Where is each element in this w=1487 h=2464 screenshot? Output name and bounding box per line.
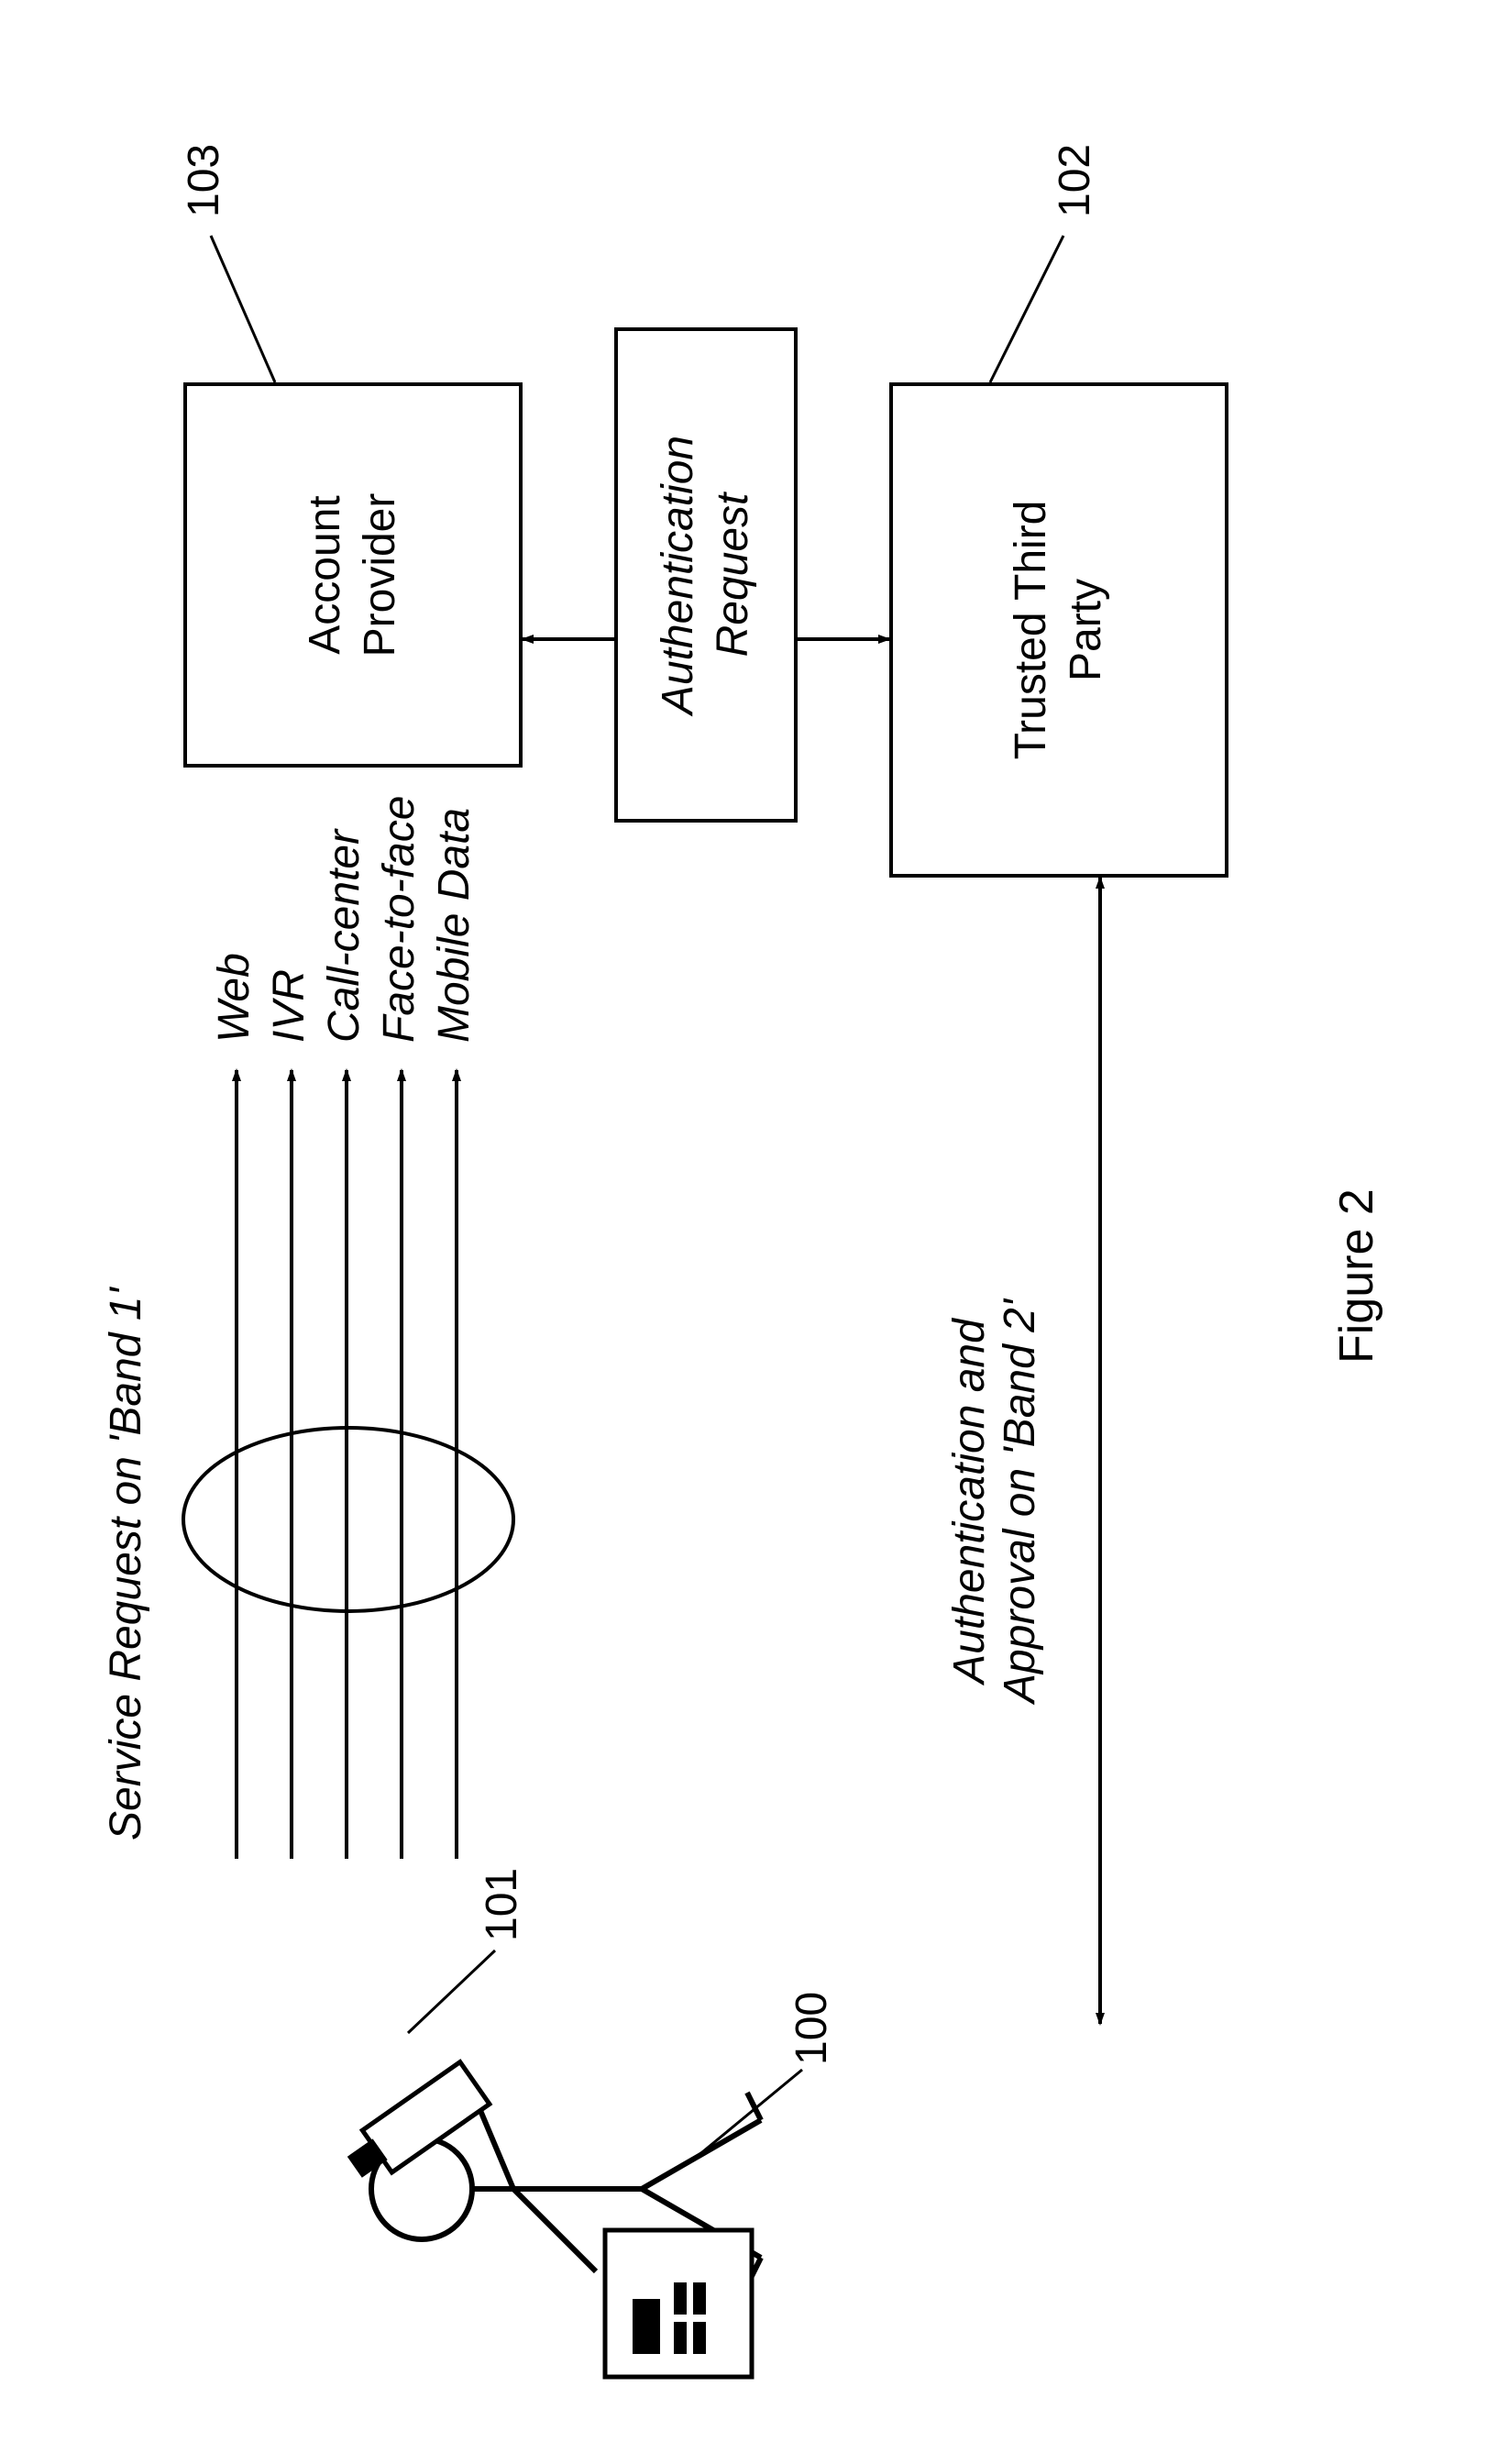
auth-request-label: Authentication Request (651, 436, 761, 714)
trusted-third-party-label: Trusted Third Party (1004, 501, 1114, 760)
channel-label-mobiledata: Mobile Data (429, 808, 479, 1043)
channel-label-web: Web (209, 953, 259, 1043)
diagram-rotated-wrapper: Service Request on 'Band 1' (0, 0, 1487, 2464)
account-provider-ref: 103 (179, 144, 229, 217)
figure-caption: Figure 2 (1329, 1188, 1384, 1364)
trusted-third-party-ref: 102 (1050, 144, 1100, 217)
channel-label-callcenter: Call-center (319, 830, 369, 1043)
person-ref: 100 (787, 1992, 837, 2065)
account-provider-box: Account Provider (183, 382, 523, 768)
channel-label-ivr: IVR (264, 969, 314, 1043)
channel-label-facetoface: Face-to-face (374, 796, 424, 1043)
account-provider-label: Account Provider (298, 493, 408, 657)
phone-ref: 101 (477, 1868, 527, 1941)
auth-request-box: Authentication Request (614, 327, 798, 823)
trusted-third-party-box: Trusted Third Party (889, 382, 1228, 878)
band2-label: Authentication and Approval on 'Band 2' (944, 1263, 1045, 1740)
